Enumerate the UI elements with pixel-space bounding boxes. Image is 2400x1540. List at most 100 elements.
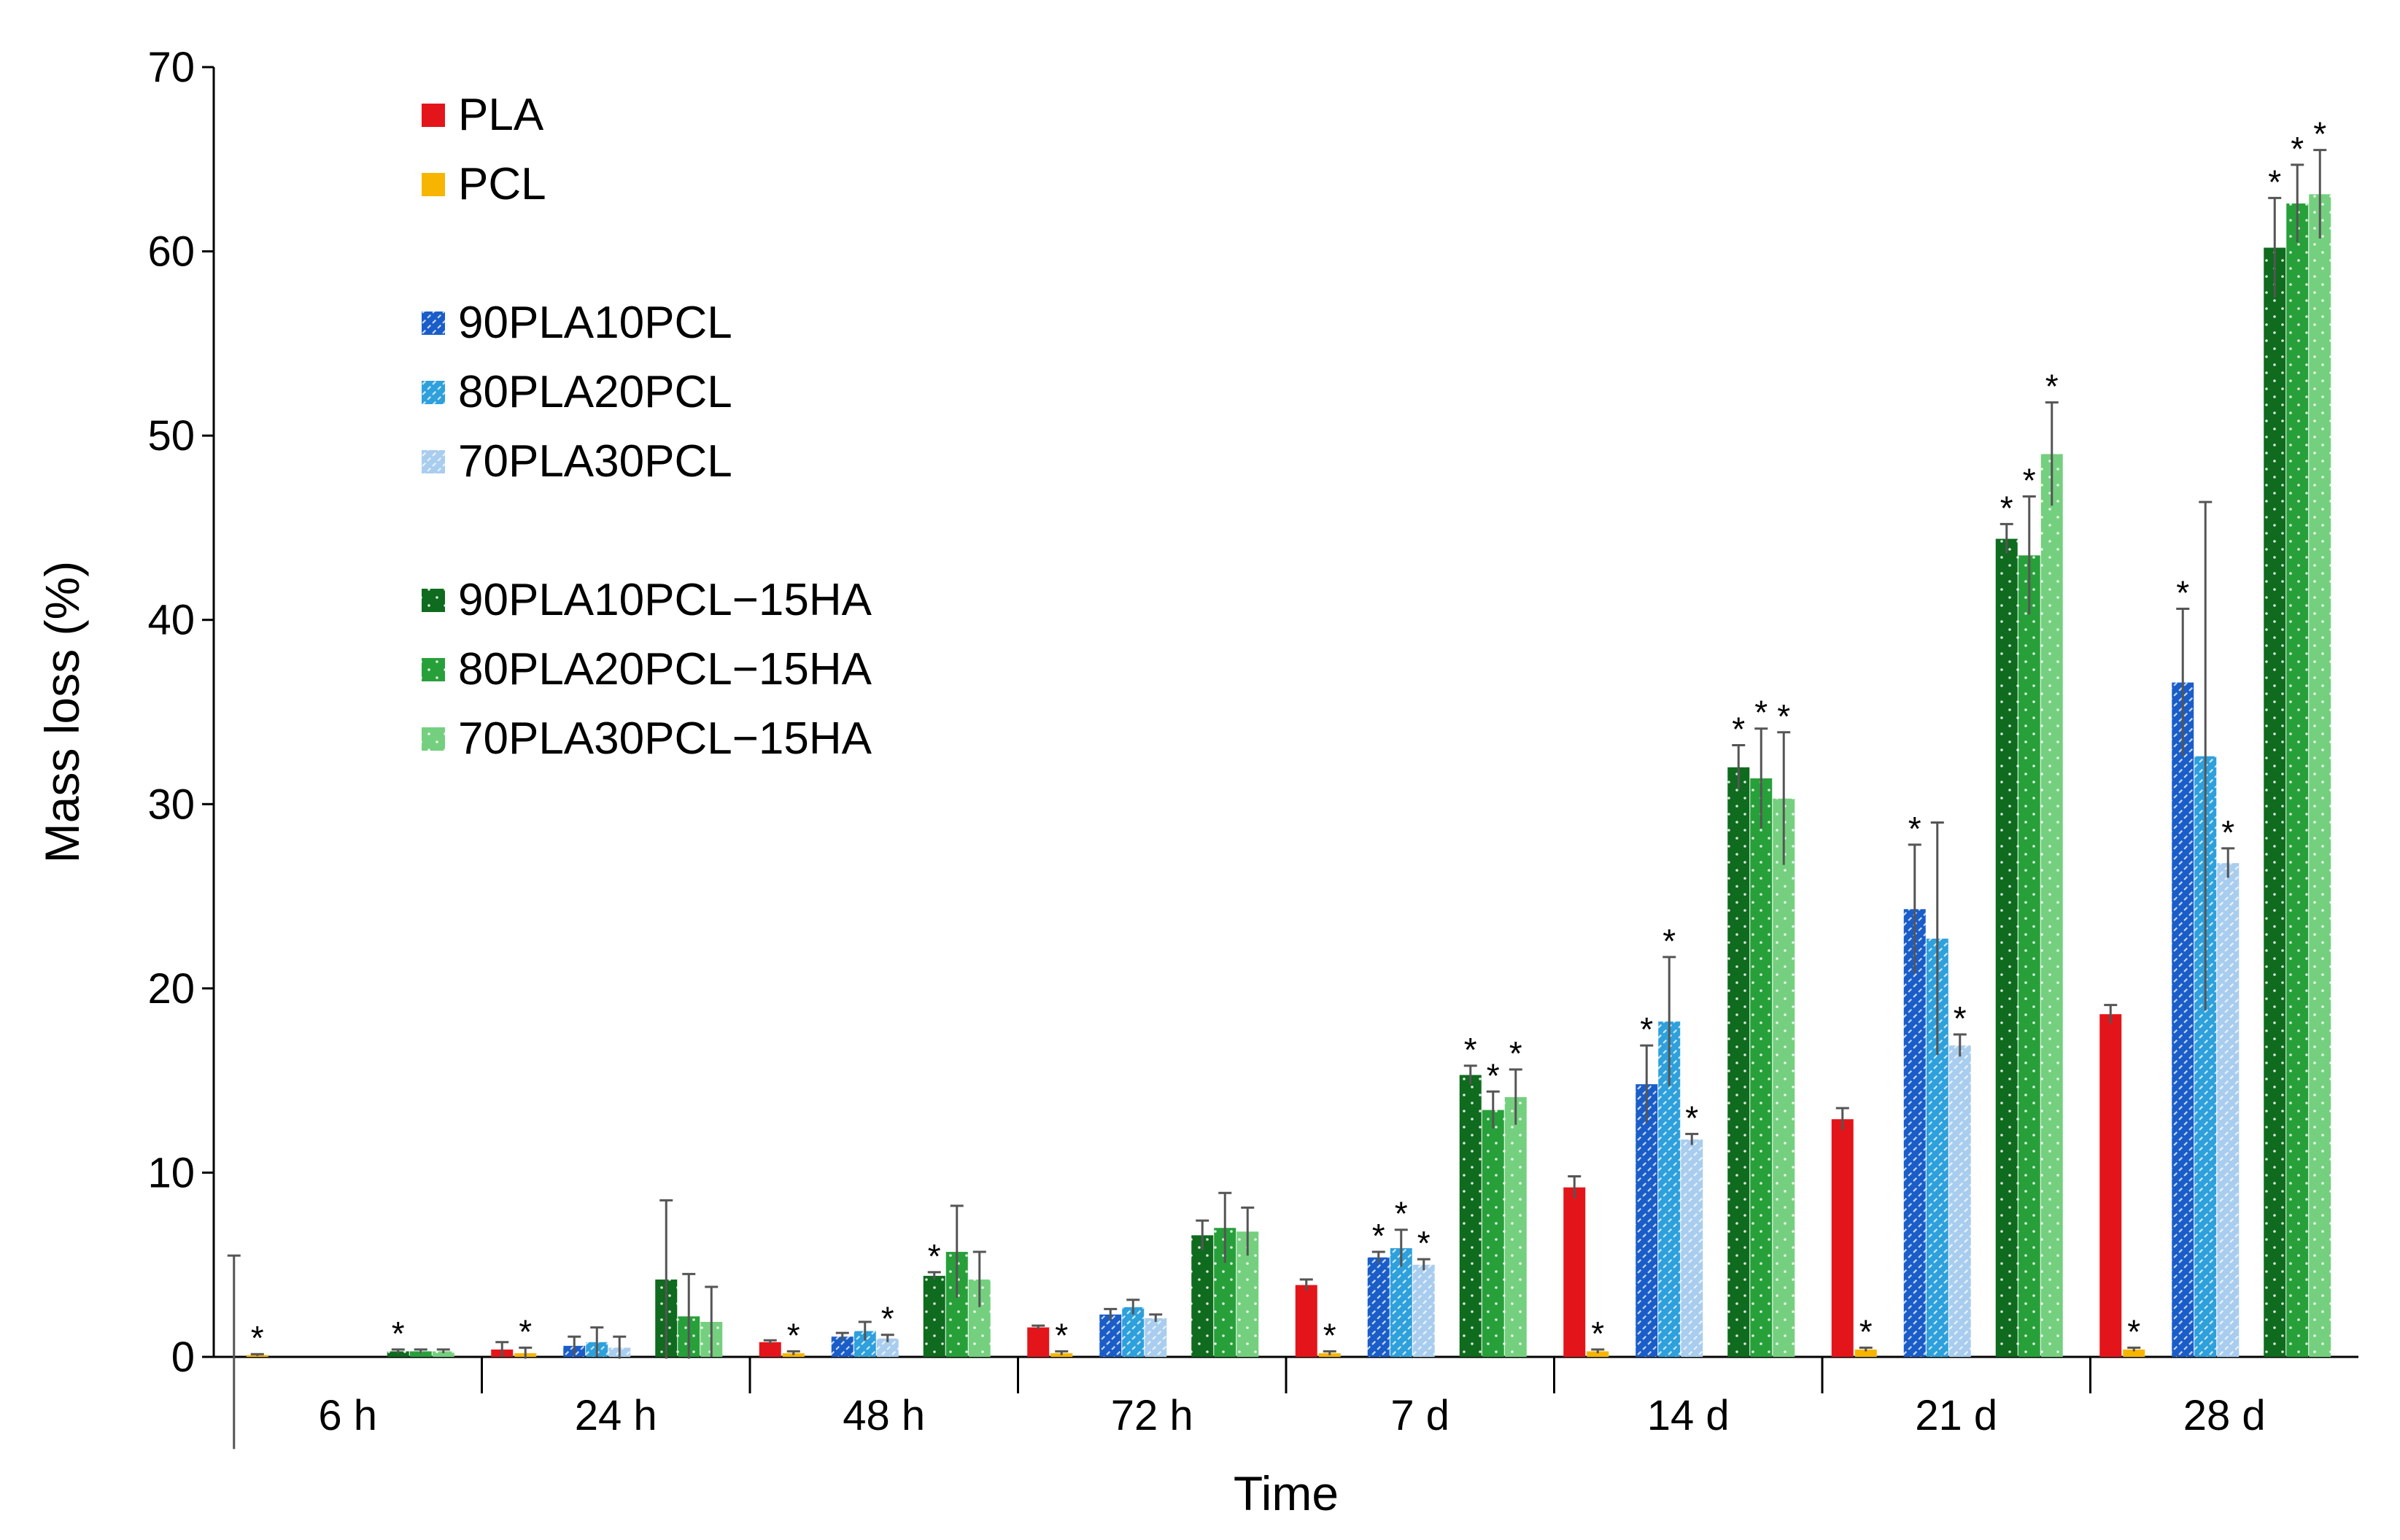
bar xyxy=(1482,1110,1504,1357)
legend-label: PLA xyxy=(458,90,544,140)
y-tick-label: 50 xyxy=(147,412,195,460)
bar xyxy=(1854,1349,1877,1357)
significance-marker: * xyxy=(2127,1312,2140,1350)
y-tick-label: 20 xyxy=(147,965,195,1013)
legend-swatch xyxy=(422,450,445,473)
bar xyxy=(1750,778,1773,1357)
significance-marker: * xyxy=(1487,1056,1500,1094)
bar xyxy=(1995,538,2018,1357)
significance-marker: * xyxy=(251,1319,264,1357)
significance-marker: * xyxy=(1908,810,1921,848)
bar xyxy=(1027,1327,1050,1357)
bar xyxy=(2099,1014,2122,1357)
bar xyxy=(1948,1045,1971,1357)
bar xyxy=(2018,555,2040,1358)
significance-marker: * xyxy=(1372,1217,1385,1255)
significance-marker: * xyxy=(2176,574,2189,612)
bar xyxy=(1318,1353,1341,1357)
legend-label: 80PLA20PCL−15HA xyxy=(458,644,872,694)
significance-marker: * xyxy=(1417,1224,1431,1262)
bar xyxy=(1122,1307,1145,1357)
significance-marker: * xyxy=(1055,1316,1068,1354)
bar xyxy=(1727,767,1750,1357)
bar xyxy=(1587,1351,1609,1357)
significance-marker: * xyxy=(1395,1195,1408,1233)
legend-label: 90PLA10PCL−15HA xyxy=(458,575,872,625)
significance-marker: * xyxy=(1464,1031,1477,1069)
significance-marker: * xyxy=(2045,368,2059,406)
legend-label: 80PLA20PCL xyxy=(458,367,732,417)
y-tick-label: 10 xyxy=(147,1149,195,1196)
bar xyxy=(1563,1187,1586,1357)
significance-marker: * xyxy=(1662,922,1676,960)
y-tick-label: 0 xyxy=(171,1334,195,1381)
y-tick-label: 40 xyxy=(147,597,195,644)
significance-marker: * xyxy=(928,1237,941,1275)
bar xyxy=(409,1351,432,1357)
bar xyxy=(782,1353,805,1357)
significance-marker: * xyxy=(1323,1316,1336,1354)
bar xyxy=(432,1351,454,1357)
significance-marker: * xyxy=(1685,1099,1698,1137)
y-tick-label: 60 xyxy=(147,228,195,276)
significance-marker: * xyxy=(2000,489,2013,527)
significance-marker: * xyxy=(1777,697,1790,735)
bar xyxy=(1295,1285,1317,1357)
significance-marker: * xyxy=(2313,115,2326,153)
legend: PLA PCL 90PLA10PCL 80PLA20PCL 70PLA30PCL 90PL… xyxy=(422,90,872,764)
legend-label: PCL xyxy=(458,159,546,209)
significance-marker: * xyxy=(2268,163,2281,201)
legend-swatch xyxy=(422,658,445,681)
significance-marker: * xyxy=(2023,461,2036,499)
bar xyxy=(2217,863,2240,1357)
bar xyxy=(1773,798,1795,1357)
bar xyxy=(1903,909,1926,1357)
x-axis-title: Time xyxy=(1234,1466,1339,1520)
legend-swatch xyxy=(422,381,445,404)
bar xyxy=(1504,1096,1527,1357)
bar xyxy=(387,1351,409,1357)
bar xyxy=(2286,203,2309,1358)
legend-swatch xyxy=(422,173,445,196)
legend-label: 70PLA30PCL−15HA xyxy=(458,713,872,764)
legend-swatch xyxy=(422,589,445,612)
significance-marker: * xyxy=(2291,130,2304,168)
bar xyxy=(2123,1349,2145,1357)
legend-swatch xyxy=(422,312,445,335)
bar xyxy=(1681,1139,1703,1357)
x-tick-label: 14 d xyxy=(1647,1392,1730,1439)
bar xyxy=(2040,454,2063,1357)
y-axis-title: Mass loss (%) xyxy=(35,561,89,863)
bar xyxy=(1191,1235,1214,1357)
x-tick-label: 72 h xyxy=(1111,1392,1193,1439)
bar xyxy=(2264,247,2286,1357)
significance-marker: * xyxy=(1859,1312,1873,1350)
bar xyxy=(1412,1264,1435,1357)
legend-swatch xyxy=(422,727,445,751)
bar xyxy=(1831,1119,1854,1357)
significance-marker: * xyxy=(787,1316,800,1354)
significance-marker: * xyxy=(1591,1315,1604,1353)
significance-marker: * xyxy=(1509,1034,1522,1072)
legend-label: 70PLA30PCL xyxy=(458,436,732,487)
bar xyxy=(1145,1317,1167,1357)
significance-marker: * xyxy=(1732,710,1745,748)
legend-swatch xyxy=(422,104,445,127)
legend-label: 90PLA10PCL xyxy=(458,298,732,348)
bar xyxy=(923,1275,945,1357)
significance-marker: * xyxy=(1754,694,1768,732)
x-tick-label: 21 d xyxy=(1915,1392,1997,1439)
bar xyxy=(1636,1084,1658,1357)
significance-marker: * xyxy=(392,1315,405,1353)
x-tick-label: 48 h xyxy=(843,1392,925,1439)
y-tick-label: 70 xyxy=(147,44,195,91)
x-tick-label: 7 d xyxy=(1390,1392,1449,1439)
y-tick-label: 30 xyxy=(147,781,195,828)
bar xyxy=(1050,1353,1073,1357)
significance-marker: * xyxy=(1640,1010,1653,1048)
bar xyxy=(2309,194,2331,1357)
bar xyxy=(1367,1257,1390,1357)
significance-marker: * xyxy=(1954,999,1967,1037)
significance-marker: * xyxy=(519,1312,532,1350)
